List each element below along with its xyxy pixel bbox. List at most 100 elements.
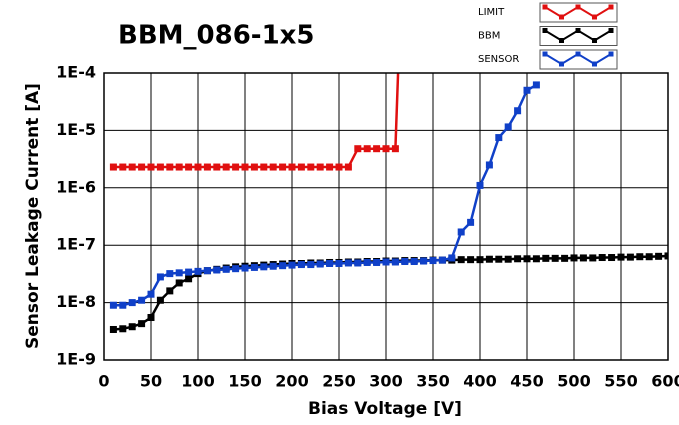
- data-point: [147, 163, 155, 171]
- data-point: [382, 145, 390, 153]
- data-point: [156, 273, 164, 281]
- data-point: [203, 267, 211, 275]
- x-tick-label: 0: [98, 372, 109, 391]
- data-point: [608, 254, 616, 262]
- legend-swatch-marker: [542, 28, 548, 33]
- data-point: [109, 301, 117, 309]
- data-point: [241, 264, 249, 272]
- data-point: [175, 269, 183, 277]
- y-tick-label: 1E-6: [56, 177, 96, 196]
- legend-swatch-marker: [575, 4, 581, 10]
- data-point: [655, 252, 663, 260]
- data-point: [279, 163, 287, 171]
- data-point: [598, 254, 606, 262]
- data-point: [391, 145, 399, 153]
- data-point: [316, 260, 324, 268]
- data-point: [532, 255, 540, 263]
- x-tick-label: 200: [275, 372, 308, 391]
- data-point: [185, 163, 193, 171]
- x-tick-label: 450: [510, 372, 543, 391]
- data-point: [119, 163, 127, 171]
- legend-swatch-marker: [559, 38, 564, 43]
- data-point: [138, 296, 146, 304]
- legend-swatch-marker: [559, 14, 564, 20]
- data-point: [316, 163, 324, 171]
- x-tick-label: 100: [181, 372, 214, 391]
- legend-swatch-marker: [592, 38, 597, 43]
- x-tick-label: 400: [463, 372, 496, 391]
- series-line: [113, 83, 538, 307]
- data-point: [279, 262, 287, 270]
- data-point: [128, 299, 136, 307]
- data-point: [354, 145, 362, 153]
- data-point: [467, 218, 475, 226]
- data-point: [119, 325, 127, 333]
- data-point: [232, 265, 240, 273]
- data-point: [326, 163, 334, 171]
- data-point: [354, 259, 362, 267]
- data-point: [457, 228, 465, 236]
- data-point: [260, 163, 268, 171]
- y-tick-label: 1E-8: [56, 292, 96, 311]
- legend-swatch-marker: [559, 61, 564, 67]
- legend-swatch-marker: [575, 51, 581, 57]
- data-point: [326, 259, 334, 267]
- data-point: [109, 325, 117, 333]
- x-tick-label: 50: [140, 372, 162, 391]
- data-point: [401, 258, 409, 266]
- x-tick-label: 600: [651, 372, 679, 391]
- legend-swatch-marker: [608, 4, 614, 10]
- data-point: [185, 275, 193, 283]
- data-point: [269, 262, 277, 270]
- data-point: [185, 268, 193, 276]
- data-point: [344, 259, 352, 267]
- data-point: [156, 163, 164, 171]
- data-point: [570, 254, 578, 262]
- data-point: [626, 253, 634, 261]
- data-point: [397, 12, 404, 19]
- data-point: [297, 261, 305, 269]
- data-point: [128, 323, 136, 331]
- legend-label: LIMIT: [478, 7, 505, 18]
- y-tick-label: 1E-9: [56, 350, 96, 369]
- y-tick-label: 1E-5: [56, 120, 96, 139]
- y-tick-label: 1E-7: [56, 235, 96, 254]
- plot-frame: [103, 72, 669, 361]
- legend-label: SENSOR: [478, 54, 519, 65]
- data-point: [109, 163, 117, 171]
- data-point: [222, 265, 230, 273]
- data-point: [260, 263, 268, 271]
- data-point: [373, 258, 381, 266]
- plot-data: [109, 12, 668, 333]
- data-point: [166, 287, 174, 295]
- x-axis-label: Bias Voltage [V]: [308, 399, 462, 419]
- data-point: [344, 163, 352, 171]
- data-point: [457, 256, 465, 264]
- data-point: [213, 163, 221, 171]
- data-point: [636, 253, 644, 261]
- data-point: [335, 259, 343, 267]
- data-point: [579, 254, 587, 262]
- data-point: [138, 320, 146, 328]
- legend-swatch-marker: [592, 61, 597, 67]
- data-point: [269, 163, 277, 171]
- data-point: [363, 145, 371, 153]
- data-point: [448, 254, 456, 262]
- x-tick-label: 150: [228, 372, 261, 391]
- y-axis-label: Sensor Leakage Current [A]: [23, 83, 43, 349]
- data-point: [523, 86, 531, 94]
- x-tick-label: 500: [557, 372, 590, 391]
- data-point: [147, 290, 155, 298]
- data-point: [288, 261, 296, 269]
- x-tick-label: 250: [322, 372, 355, 391]
- data-point: [297, 163, 305, 171]
- data-point: [532, 81, 540, 89]
- data-point: [213, 266, 221, 274]
- data-point: [250, 263, 258, 271]
- data-point: [542, 254, 550, 262]
- data-point: [485, 255, 493, 263]
- data-point: [523, 255, 531, 263]
- data-point: [645, 253, 653, 261]
